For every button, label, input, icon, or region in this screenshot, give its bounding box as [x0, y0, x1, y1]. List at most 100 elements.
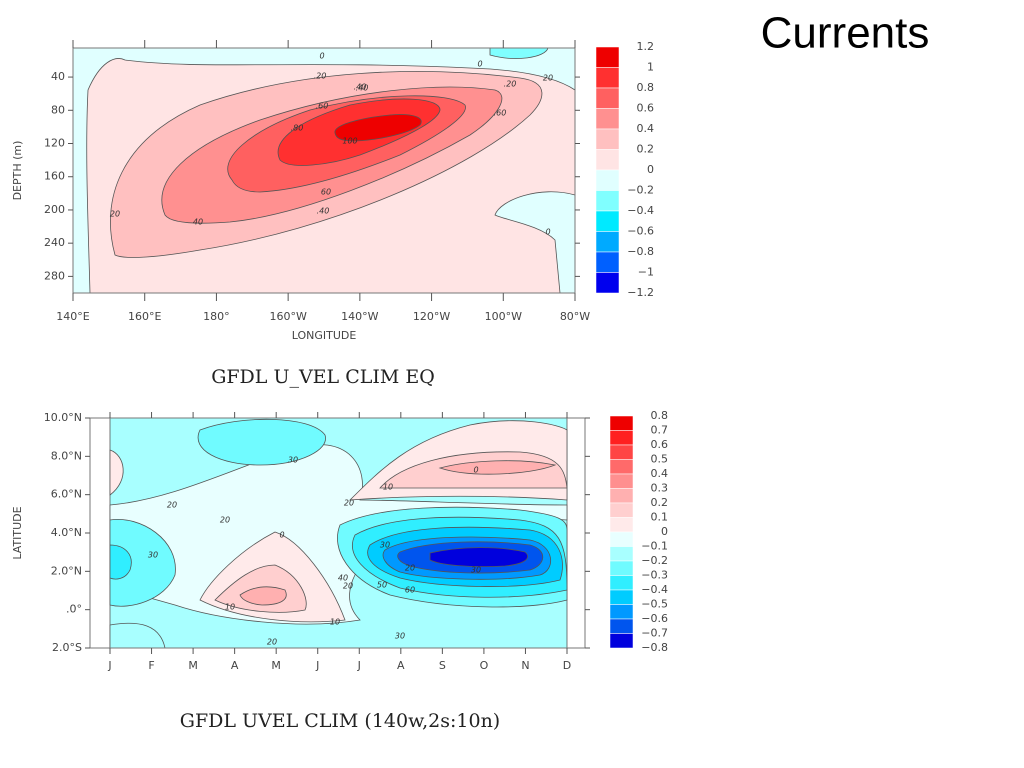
x-tick-label: S — [439, 659, 446, 672]
colorbar-swatch — [609, 633, 634, 649]
contour-label: 100 — [342, 137, 357, 146]
contour-label: 10 — [330, 618, 340, 627]
contour-label: .40 — [356, 84, 369, 93]
contour-label: 20 — [220, 516, 230, 525]
x-tick-label: N — [521, 659, 529, 672]
colorbar-swatch — [609, 517, 634, 533]
contour-label: 30 — [288, 456, 298, 465]
contour-label: 0 — [473, 466, 478, 475]
colorbar-label: −0.8 — [627, 245, 654, 258]
contour-region — [197, 418, 326, 466]
y-tick-label: 120 — [44, 137, 65, 150]
colorbar-swatch — [609, 488, 634, 504]
x-tick-label: A — [397, 659, 405, 672]
x-tick-label: J — [315, 659, 319, 672]
colorbar-label: −0.1 — [641, 540, 668, 553]
contour-label: 0 — [477, 60, 482, 69]
colorbar-label: 0.3 — [651, 482, 669, 495]
colorbar-label: −0.5 — [641, 598, 668, 611]
y-tick-label: 160 — [44, 170, 65, 183]
colorbar-swatch — [609, 430, 634, 446]
colorbar-label: 0.4 — [651, 467, 669, 480]
colorbar-swatch — [609, 473, 634, 489]
contour-label: 20 — [405, 564, 415, 573]
colorbar-swatch — [609, 589, 634, 605]
y-tick-label: 4.0°N — [51, 526, 82, 539]
colorbar-swatch — [609, 502, 634, 518]
x-tick-label: O — [480, 659, 489, 672]
colorbar-swatch — [609, 444, 634, 460]
y-axis-label: LATITUDE — [11, 506, 24, 559]
chart-caption: GFDL UVEL CLIM (140w,2s:10n) — [180, 710, 500, 732]
contour-label: 50 — [377, 581, 387, 590]
y-tick-label: 240 — [44, 236, 65, 249]
contour-label: 20 — [343, 582, 353, 591]
contour-label: .60 — [316, 102, 329, 111]
contour-chart: 30 20 20 30 0 20 10 0 10 20 30 40 30 50 60 20 30 20 10 10.0… — [11, 409, 668, 732]
y-tick-label: 40 — [51, 70, 65, 83]
y-tick-label: 10.0°N — [44, 411, 82, 424]
contour-region — [489, 47, 549, 59]
contour-label: 60 — [405, 586, 415, 595]
x-tick-label: 180° — [203, 310, 230, 323]
contour-label: 0 — [279, 531, 284, 540]
contour-label: 40 — [193, 218, 203, 227]
colorbar-swatch — [609, 459, 634, 475]
contour-region — [239, 586, 287, 606]
colorbar-swatch — [609, 604, 634, 620]
x-tick-label: D — [563, 659, 571, 672]
contour-region — [438, 460, 557, 475]
colorbar-label: 0.2 — [651, 496, 669, 509]
colorbar-swatch — [609, 560, 634, 576]
colorbar-swatch — [609, 415, 634, 431]
colorbar-swatch — [609, 575, 634, 591]
contour-label: 20 — [167, 501, 177, 510]
x-tick-label: 140°E — [56, 310, 89, 323]
contour-label: 20 — [267, 638, 277, 647]
colorbar-label: 1.2 — [637, 40, 655, 53]
x-tick-label: 160°E — [128, 310, 161, 323]
colorbar-swatch — [609, 618, 634, 634]
contour-label: 0 — [319, 52, 324, 61]
contour-region — [429, 547, 529, 568]
contour-region — [109, 449, 124, 496]
colorbar-swatch — [609, 546, 634, 562]
colorbar-label: 0.6 — [651, 438, 669, 451]
x-tick-label: 80°W — [560, 310, 590, 323]
colorbar-swatch — [595, 46, 620, 68]
y-axis-label: DEPTH (m) — [11, 141, 24, 201]
colorbar-swatch — [595, 128, 620, 150]
colorbar-swatch — [595, 210, 620, 232]
chart-caption: GFDL U_VEL CLIM EQ — [211, 366, 435, 388]
y-tick-label: 200 — [44, 203, 65, 216]
slide-title: Currents — [761, 9, 930, 58]
contour-label: 30 — [471, 566, 481, 575]
contour-label: 60 — [321, 188, 331, 197]
contour-label: 30 — [380, 541, 390, 550]
colorbar-swatch — [595, 108, 620, 130]
colorbar-label: −0.4 — [641, 583, 668, 596]
plot-frame — [72, 47, 576, 294]
contour-label: 30 — [395, 632, 405, 641]
x-tick-label: J — [107, 659, 111, 672]
contour-label: .20 — [504, 80, 517, 89]
y-tick-label: 6.0°N — [51, 488, 82, 501]
colorbar-swatch — [609, 531, 634, 547]
contour-region — [334, 114, 422, 142]
colorbar-label: 0.2 — [637, 143, 655, 156]
contour-label: .40 — [317, 207, 330, 216]
colorbar-swatch — [595, 149, 620, 171]
contour-label: 10 — [225, 603, 235, 612]
contour-label: 0 — [545, 228, 550, 237]
contour-label: 20 — [110, 210, 120, 219]
colorbar-label: 0.7 — [651, 424, 669, 437]
y-tick-label: 80 — [51, 103, 65, 116]
colorbar-label: 0.8 — [637, 81, 655, 94]
x-tick-label: 100°W — [485, 310, 522, 323]
contour-label: .40 — [354, 83, 367, 92]
contour-label: .60 — [494, 109, 507, 118]
colorbar-label: −0.2 — [627, 184, 654, 197]
x-tick-label: M — [188, 659, 198, 672]
contour-label: .80 — [291, 124, 304, 133]
